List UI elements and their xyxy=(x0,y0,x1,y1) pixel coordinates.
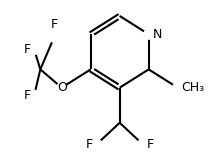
Text: F: F xyxy=(51,18,58,31)
Text: F: F xyxy=(24,89,31,102)
Circle shape xyxy=(173,83,182,93)
Circle shape xyxy=(29,45,39,54)
Circle shape xyxy=(144,29,153,39)
Circle shape xyxy=(92,139,102,149)
Circle shape xyxy=(29,90,39,100)
Text: O: O xyxy=(57,81,67,94)
Circle shape xyxy=(138,139,147,149)
Text: N: N xyxy=(153,28,162,41)
Circle shape xyxy=(49,32,59,42)
Text: CH₃: CH₃ xyxy=(182,81,205,94)
Text: F: F xyxy=(146,138,153,151)
Text: F: F xyxy=(86,138,93,151)
Circle shape xyxy=(57,83,66,93)
Text: F: F xyxy=(24,43,31,56)
